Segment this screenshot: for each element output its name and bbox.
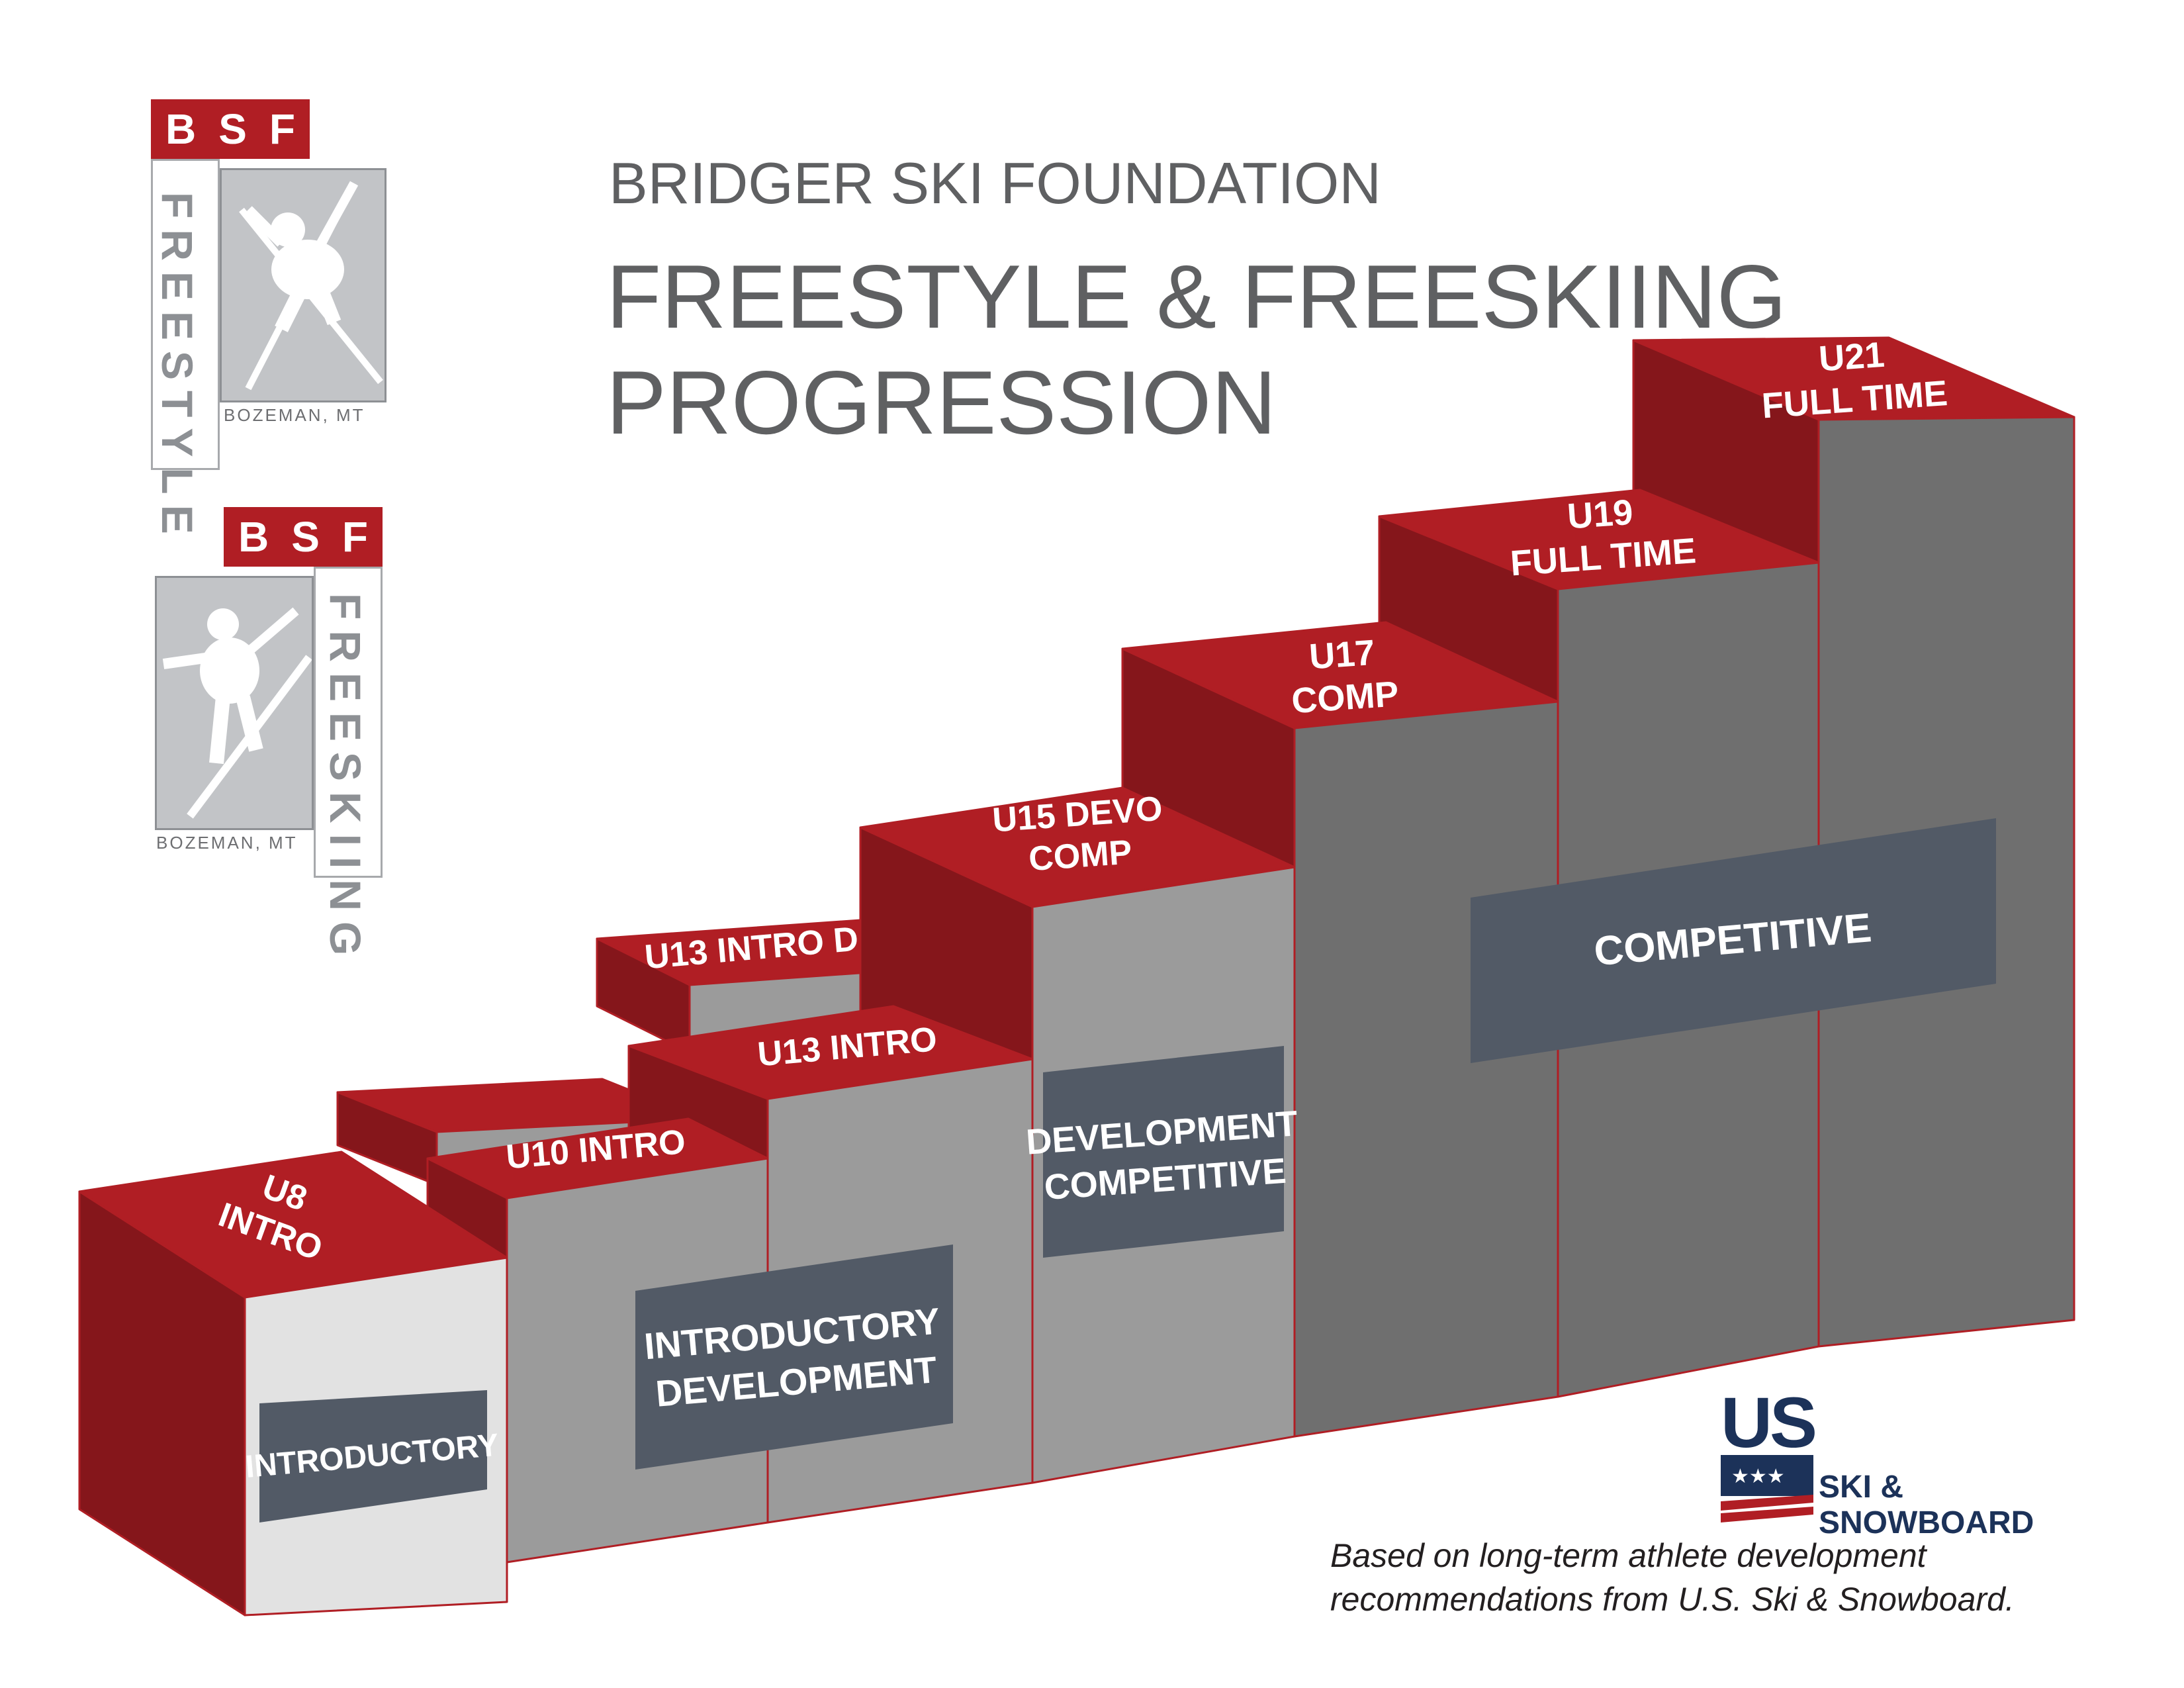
block-u17-front [1293,700,1559,1438]
page-title-line2: PROGRESSION [606,352,1277,453]
category-box-introductory [259,1390,487,1523]
category-box-development-competitive [1043,1046,1284,1258]
usss-flag-icon: ★★★ [1721,1455,1813,1523]
step-label-u17-line: U17 [1308,633,1376,677]
category-box-introductory-development [635,1244,953,1470]
page-title-line1: FREESTYLE & FREESKIING [606,246,1787,347]
step-label-u19-line: U19 [1566,492,1634,537]
step-label-u10-intro-devo-line: DEVO [472,1031,565,1074]
step-label-u17-line: COMP [1290,674,1400,721]
freestyle-logo-abbr: BSF [151,99,310,159]
freestyle-logo: BSF FREESTYLE BOZEMAN, MT [151,99,389,545]
usss-logo-line2: SNOWBOARD [1819,1505,2034,1540]
freeskiing-logo: BSF FREESKIING BOZEMAN, MT [155,507,393,966]
svg-text:★★★: ★★★ [1731,1465,1785,1488]
step-label-u10-intro-devo-line: U10 INTRO [430,990,598,1040]
freeskiing-logo-location: BOZEMAN, MT [156,833,298,853]
freeskiing-logo-abbr: BSF [224,507,383,567]
freestyle-skier-graphic [220,168,387,402]
org-name: BRIDGER SKI FOUNDATION [609,150,1381,216]
footnote-line1: Based on long-term athlete development [1330,1537,1927,1574]
usss-logo-line1: SKI & [1819,1470,1904,1505]
us-ski-snowboard-logo: US ★★★ SKI & SNOWBOARD [1721,1382,2091,1540]
step-label-u15-line: COMP [1027,833,1133,878]
freeskiing-skier-graphic [155,576,314,830]
step-label-u21-line: U21 [1817,335,1886,379]
usss-logo-us: US [1721,1382,1817,1462]
category-box-competitive [1471,818,1996,1063]
footnote-line2: recommendations from U.S. Ski & Snowboar… [1330,1581,2015,1618]
freestyle-logo-location: BOZEMAN, MT [224,405,365,425]
